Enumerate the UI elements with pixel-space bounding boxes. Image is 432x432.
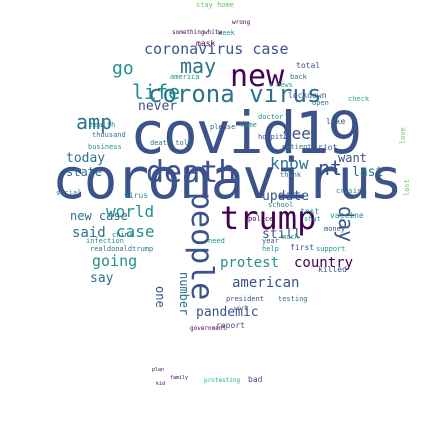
- word: love: [399, 127, 407, 144]
- word: white: [204, 29, 223, 36]
- word: protest: [220, 255, 280, 271]
- word: help: [262, 245, 279, 253]
- word: week: [218, 29, 235, 37]
- word: still: [262, 227, 302, 242]
- word: social: [56, 189, 82, 197]
- word: report: [216, 321, 245, 330]
- word: new: [230, 59, 285, 94]
- word: protesting: [204, 377, 241, 384]
- word: trump: [220, 199, 317, 237]
- word: health: [90, 121, 116, 129]
- word: family: [170, 375, 189, 381]
- word: going: [92, 252, 138, 270]
- word: news: [276, 81, 293, 89]
- word: year: [262, 237, 279, 245]
- word: update: [262, 189, 309, 204]
- word: last: [352, 165, 384, 180]
- word: new case: [70, 209, 128, 223]
- word: plan: [152, 367, 165, 373]
- word: case: [116, 222, 155, 241]
- word: bad: [248, 375, 263, 384]
- word: think: [280, 171, 302, 179]
- word: kid: [156, 381, 166, 387]
- word: realdonaldtrump: [90, 245, 154, 253]
- word: wrong: [232, 19, 251, 26]
- word: riot: [318, 143, 338, 152]
- word: may: [180, 54, 217, 78]
- word: coronavirus case: [144, 40, 289, 58]
- word: life: [132, 80, 181, 104]
- word: check: [348, 95, 370, 103]
- word: police: [248, 215, 274, 223]
- word: say: [90, 271, 114, 286]
- word: amp: [76, 110, 113, 134]
- word: crisis: [336, 187, 362, 195]
- word: virus: [124, 191, 149, 200]
- word: one: [153, 286, 167, 308]
- word: american: [232, 275, 300, 291]
- word: death toll: [150, 139, 193, 147]
- word: something: [172, 29, 205, 36]
- word: america: [170, 73, 200, 81]
- word: china: [112, 231, 134, 239]
- word: school: [268, 201, 294, 209]
- word: state: [66, 165, 103, 179]
- word: support: [316, 245, 346, 253]
- word: money: [324, 225, 346, 233]
- word: first: [290, 243, 315, 252]
- word: world: [106, 202, 155, 221]
- word: thousand: [92, 131, 126, 139]
- word: number: [177, 272, 191, 316]
- word: lockdown: [288, 91, 327, 100]
- word: test: [300, 207, 320, 216]
- word: know: [270, 154, 309, 173]
- word: like: [326, 117, 346, 126]
- word: patient: [282, 143, 312, 151]
- word: testing: [278, 295, 308, 303]
- word: open: [312, 99, 329, 107]
- word: see: [282, 124, 311, 143]
- word: corona virus: [148, 80, 322, 108]
- word: today: [66, 151, 106, 166]
- word: go: [112, 58, 134, 79]
- word: death: [146, 155, 237, 190]
- word: total: [296, 61, 321, 70]
- word: doctor: [258, 113, 284, 121]
- word: country: [294, 255, 354, 271]
- word: shut: [304, 215, 321, 223]
- word: time: [240, 121, 257, 129]
- word: back: [290, 73, 307, 81]
- word: president: [226, 295, 264, 303]
- word: infection: [86, 237, 124, 245]
- word: stay home: [196, 1, 234, 9]
- word: mask: [196, 39, 216, 48]
- word: work: [234, 305, 249, 312]
- word: said: [72, 225, 106, 241]
- word: covid19: [130, 99, 362, 167]
- word: pandemic: [196, 305, 259, 320]
- word: government: [190, 325, 227, 332]
- word: never: [138, 99, 178, 114]
- word: hospital: [258, 133, 292, 141]
- word: vaccine: [330, 211, 364, 220]
- word: need: [208, 237, 225, 245]
- word: nt: [318, 156, 343, 180]
- word: coronavirus: [52, 147, 403, 212]
- word: killed: [318, 265, 347, 274]
- word: lost: [403, 179, 411, 196]
- word: want: [338, 151, 367, 165]
- word: business: [88, 143, 122, 151]
- word: please: [210, 123, 236, 131]
- word: much: [282, 233, 299, 241]
